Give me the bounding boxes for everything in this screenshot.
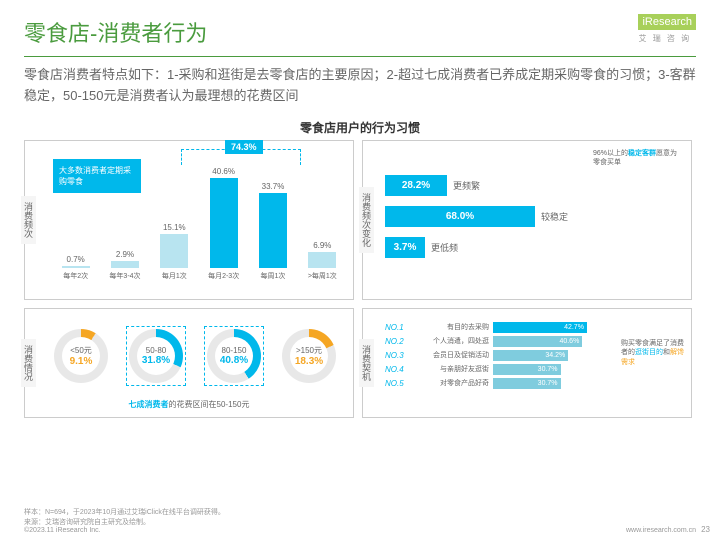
title-divider: [24, 56, 696, 57]
change-bar: 68.0%较稳定: [385, 206, 683, 227]
footer: 样本：N=694，于2023年10月通过艾瑞iClick在线平台调研获得。 来源…: [24, 507, 696, 534]
change-panel: 消费频次变化 96%以上的稳定客群愿意为零食买单 28.2%更频繁 68.0%较稳…: [362, 140, 692, 300]
logo: iResearch 艾 瑞 咨 询: [638, 14, 696, 44]
spend-donut: <50元9.1%: [54, 329, 108, 383]
spend-donut: >150元18.3%: [282, 329, 336, 383]
page-number: 23: [701, 525, 710, 534]
page-subtitle: 零食店消费者特点如下：1-采购和逛街是去零食店的主要原因；2-超过七成消费者已养…: [24, 65, 696, 107]
freq-bar: 0.7%每年2次: [53, 255, 98, 281]
spend-donut: 50-8031.8%: [126, 326, 186, 386]
spend-note: 七成消费者的花费区间在50-150元: [33, 399, 345, 410]
freq-bracket-label: 74.3%: [225, 140, 263, 154]
change-vlabel: 消费频次变化: [359, 187, 374, 253]
spend-vlabel: 消费情况: [21, 339, 36, 387]
reason-note: 购买零食满足了消费者的逛街目的和解馋需求: [621, 339, 685, 368]
change-bar: 28.2%更频繁: [385, 175, 683, 196]
freq-bar: 6.9%>每周1次: [300, 241, 345, 280]
freq-vlabel: 消费频次: [21, 196, 36, 244]
spend-donut: 80-15040.8%: [204, 326, 264, 386]
section-title: 零食店用户的行为习惯: [0, 119, 720, 136]
reason-bar: NO.5对零食产品好奇30.7%: [385, 378, 683, 389]
freq-bar: 40.6%每月2-3次: [201, 167, 246, 281]
change-bar: 3.7%更低频: [385, 237, 683, 258]
page-title: 零食店-消费者行为: [24, 16, 696, 48]
reason-bar: NO.1有目的去采购42.7%: [385, 322, 683, 333]
frequency-panel: 消费频次 大多数消费者定期采购零食 74.3% 0.7%每年2次2.9%每年3-…: [24, 140, 354, 300]
freq-bar: 2.9%每年3-4次: [102, 250, 147, 280]
freq-bar: 15.1%每月1次: [152, 223, 197, 280]
reason-panel: 消费契机 购买零食满足了消费者的逛街目的和解馋需求 NO.1有目的去采购42.7…: [362, 308, 692, 418]
reason-vlabel: 消费契机: [359, 339, 374, 387]
spend-panel: 消费情况 <50元9.1% 50-8031.8% 80-15040.8% >150元1…: [24, 308, 354, 418]
freq-bar: 33.7%每周1次: [250, 182, 295, 281]
change-note: 96%以上的稳定客群愿意为零食买单: [593, 149, 683, 169]
